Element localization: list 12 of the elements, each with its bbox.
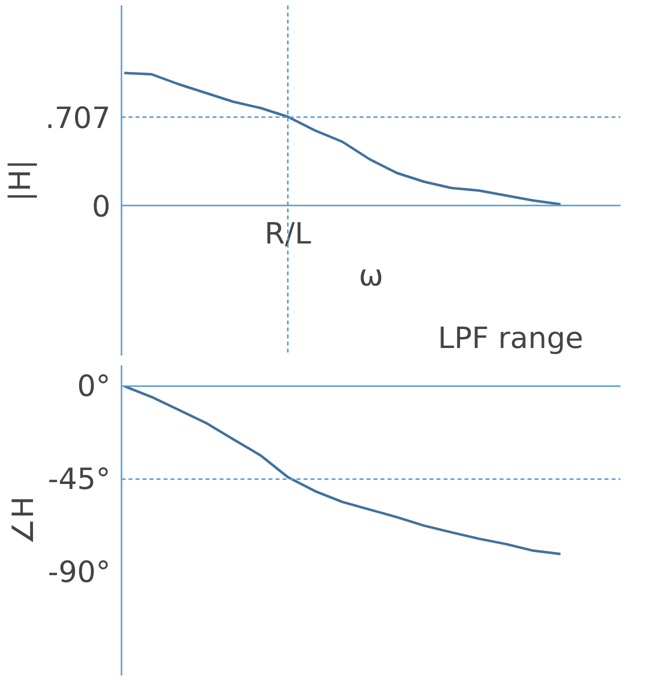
y-tick-label: -90° — [48, 555, 111, 590]
x-axis-title: ω — [358, 258, 384, 292]
line-series — [122, 72, 562, 206]
annotation: LPF range — [438, 321, 584, 356]
y-tick-label: 0° — [77, 369, 111, 404]
y-tick-label: 0 — [92, 190, 111, 224]
y-tick-label: -45° — [48, 462, 111, 496]
x-tick-label: R/L — [264, 216, 312, 250]
y-tick-label: .707 — [45, 101, 111, 136]
y-axis-title: |H| — [3, 160, 38, 202]
y-axis-title: ∠H — [6, 496, 40, 545]
line-series — [122, 384, 562, 556]
